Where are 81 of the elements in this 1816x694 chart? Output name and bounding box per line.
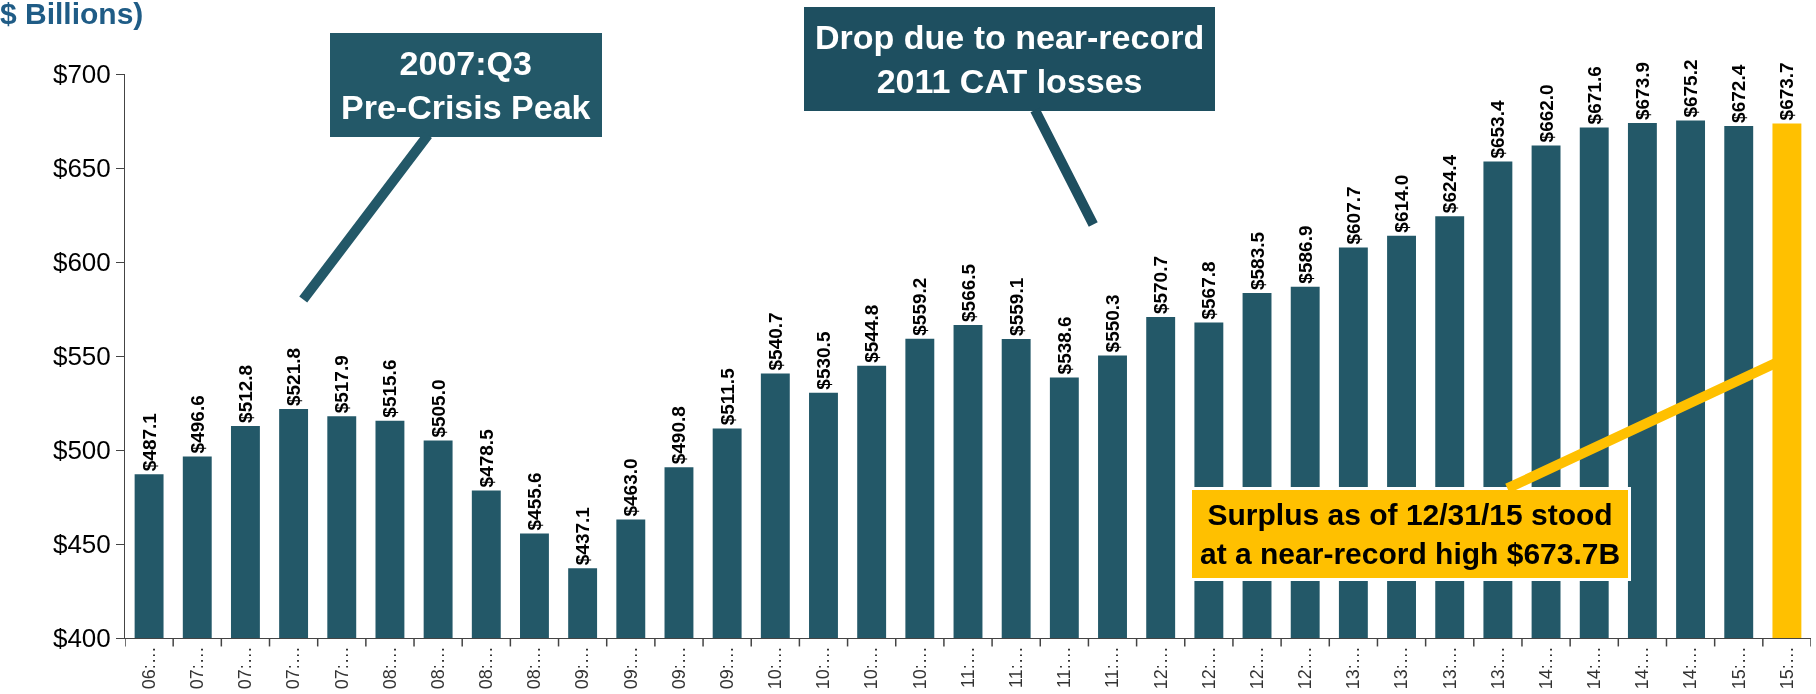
x-tick-label: 09:… bbox=[716, 646, 737, 690]
data-label: $437.1 bbox=[572, 506, 594, 566]
data-label: $517.9 bbox=[331, 355, 353, 414]
annotation: 2007:Q3 Pre-Crisis Peak bbox=[341, 44, 591, 127]
x-tick-label: 08:… bbox=[476, 646, 497, 690]
data-label: $550.3 bbox=[1102, 294, 1124, 353]
x-tick-label: 07:… bbox=[331, 646, 352, 690]
x-tick-label: 13:… bbox=[1343, 646, 1364, 690]
data-label: $496.6 bbox=[186, 395, 208, 454]
data-label: $607.7 bbox=[1342, 186, 1364, 245]
x-tick-label: 09:… bbox=[620, 646, 641, 690]
data-label: $530.5 bbox=[812, 331, 834, 390]
data-label: $540.7 bbox=[764, 312, 786, 371]
data-label: $566.5 bbox=[957, 263, 979, 322]
data-label: $614.0 bbox=[1391, 174, 1413, 233]
data-label: $662.0 bbox=[1535, 84, 1557, 143]
data-label: $559.1 bbox=[1005, 277, 1027, 336]
data-label: $671.6 bbox=[1583, 66, 1605, 125]
x-tick-label: 09:… bbox=[572, 646, 593, 690]
data-label: $673.7 bbox=[1776, 62, 1798, 121]
x-tick-label: 11:… bbox=[1102, 646, 1123, 688]
data-label: $672.4 bbox=[1728, 64, 1750, 123]
x-tick-label: 14:… bbox=[1584, 646, 1605, 690]
x-tick-label: 15:… bbox=[1776, 646, 1797, 690]
x-tick-label: 14:… bbox=[1680, 646, 1701, 690]
chart-title: $ Billions) bbox=[0, 0, 144, 31]
x-tick-label: 10:… bbox=[909, 646, 930, 690]
y-tick-label: $400 bbox=[52, 623, 111, 654]
data-label: $512.8 bbox=[234, 364, 256, 423]
data-label: $673.9 bbox=[1631, 61, 1653, 121]
x-tick-label: 06:… bbox=[138, 646, 159, 690]
data-label: $521.8 bbox=[283, 347, 305, 407]
annotation: Drop due to near-record 2011 CAT losses bbox=[815, 18, 1205, 101]
y-tick-label: $700 bbox=[52, 59, 111, 90]
data-label: $538.6 bbox=[1053, 316, 1075, 375]
data-label: $490.8 bbox=[668, 406, 690, 465]
x-tick-label: 13:… bbox=[1487, 646, 1508, 690]
x-tick-label: 12:… bbox=[1295, 646, 1316, 690]
x-tick-label: 12:… bbox=[1246, 646, 1267, 690]
x-tick-label: 14:… bbox=[1632, 646, 1653, 690]
y-tick-label: $500 bbox=[52, 435, 111, 466]
x-tick-label: 10:… bbox=[861, 646, 882, 690]
y-tick-label: $450 bbox=[52, 529, 111, 560]
annotation: Surplus as of 12/31/15 stood at a near-record high $673.7B bbox=[1200, 498, 1621, 570]
data-label: $455.6 bbox=[523, 472, 545, 531]
data-label: $505.0 bbox=[427, 379, 449, 438]
x-tick-label: 11:… bbox=[1054, 646, 1075, 688]
data-label: $544.8 bbox=[861, 304, 883, 363]
data-label: $478.5 bbox=[475, 428, 497, 488]
x-tick-label: 14:… bbox=[1535, 646, 1556, 690]
data-label: $487.1 bbox=[138, 412, 160, 472]
data-label: $653.4 bbox=[1487, 100, 1509, 159]
data-label: $463.0 bbox=[620, 458, 642, 517]
x-tick-label: 08:… bbox=[427, 646, 448, 690]
x-tick-label: 12:… bbox=[1198, 646, 1219, 690]
x-tick-label: 15:… bbox=[1728, 646, 1749, 690]
x-tick-label: 07:… bbox=[283, 646, 304, 690]
x-tick-label: 08:… bbox=[524, 646, 545, 690]
data-label: $624.4 bbox=[1439, 154, 1461, 214]
x-tick-label: 09:… bbox=[668, 646, 689, 690]
x-tick-label: 10:… bbox=[813, 646, 834, 690]
x-tick-label: 07:… bbox=[235, 646, 256, 690]
data-label: $567.8 bbox=[1198, 261, 1220, 320]
data-label: $515.6 bbox=[379, 359, 401, 418]
x-tick-label: 07:… bbox=[187, 646, 208, 690]
data-label: $586.9 bbox=[1294, 225, 1316, 284]
data-label: $583.5 bbox=[1246, 231, 1268, 291]
x-tick-label: 13:… bbox=[1391, 646, 1412, 690]
data-label: $511.5 bbox=[716, 367, 738, 426]
x-tick-label: 08:… bbox=[379, 646, 400, 690]
y-tick-label: $600 bbox=[52, 247, 111, 278]
y-tick-label: $650 bbox=[52, 153, 111, 184]
x-tick-label: 13:… bbox=[1439, 646, 1460, 690]
x-tick-label: 10:… bbox=[765, 646, 786, 690]
y-tick-label: $550 bbox=[52, 341, 111, 372]
data-label: $675.2 bbox=[1680, 59, 1702, 118]
data-label: $570.7 bbox=[1150, 255, 1172, 315]
x-tick-label: 11:… bbox=[957, 646, 978, 688]
x-tick-label: 11:… bbox=[1006, 646, 1027, 688]
data-label: $559.2 bbox=[909, 277, 931, 336]
x-tick-label: 12:… bbox=[1150, 646, 1171, 690]
